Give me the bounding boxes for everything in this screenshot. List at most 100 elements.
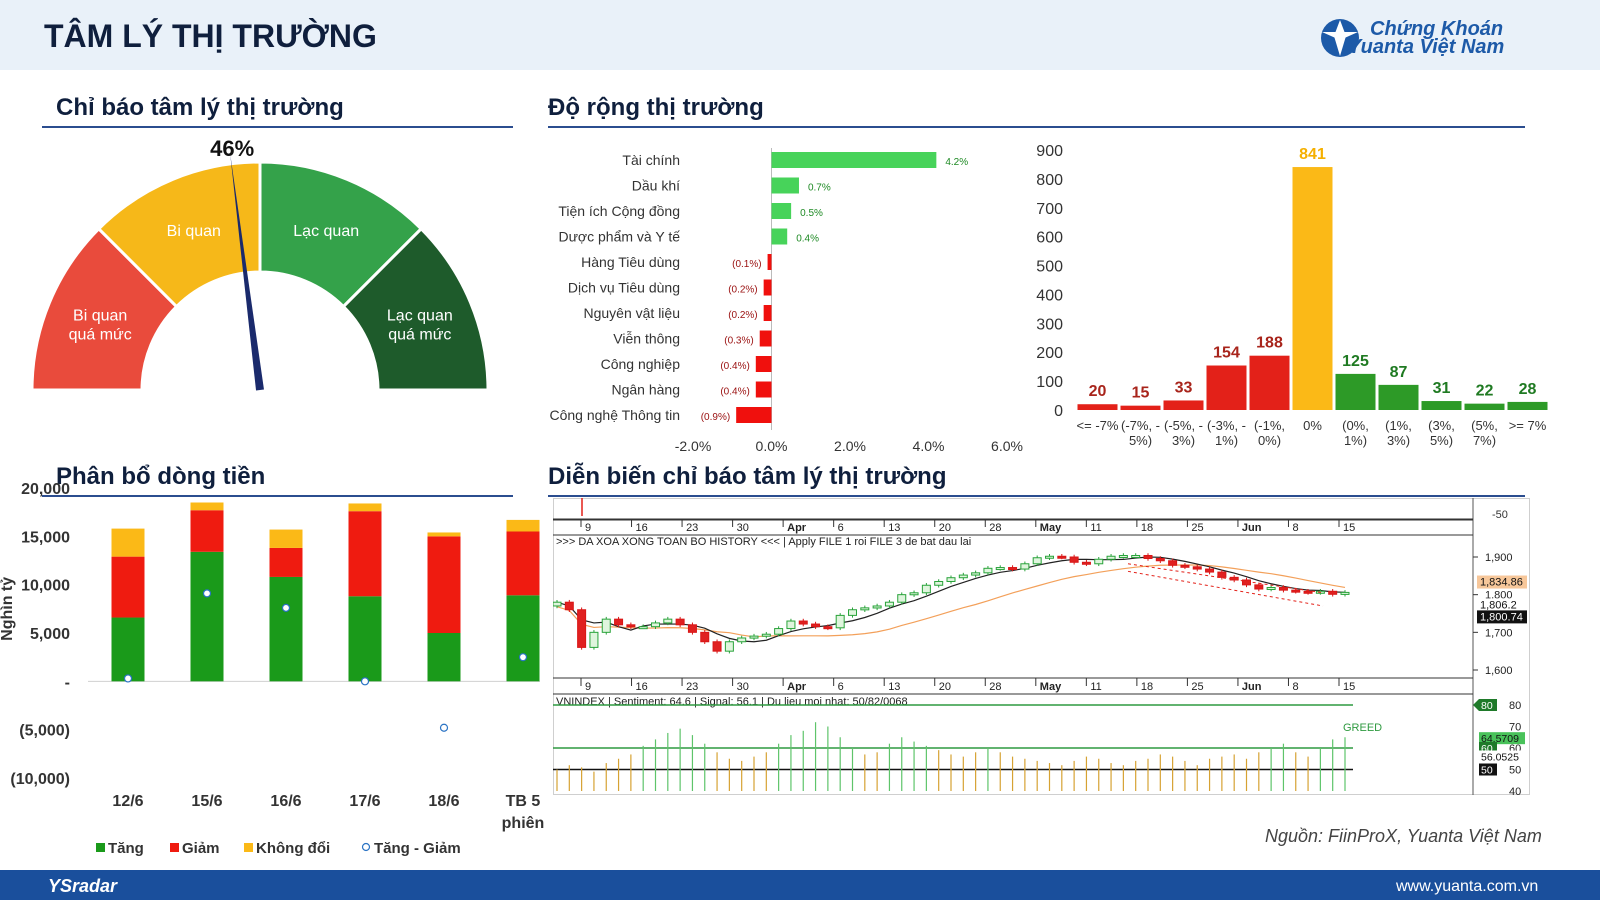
distribution-data-label: 22 [1476, 383, 1494, 400]
history-candle-body [1008, 567, 1018, 571]
distribution-y-tick: 400 [1036, 287, 1063, 304]
history-date-label-top: 9 [585, 522, 591, 534]
history-candle-body [1192, 566, 1202, 570]
history-candle-body [934, 580, 944, 586]
money-flow-category-label: 17/6 [349, 793, 380, 810]
sector-data-label: 0.5% [800, 208, 823, 219]
history-candle-body [700, 631, 710, 643]
history-candle-body [848, 609, 857, 616]
footer-bar [0, 870, 1600, 900]
gauge-segment-label: Lạc quan [293, 223, 359, 240]
distribution-data-label: 15 [1132, 385, 1150, 402]
money-flow-legend-label: Không đổi [256, 840, 330, 857]
history-date-label-bottom: 6 [838, 681, 844, 693]
history-candle-body [1340, 591, 1350, 595]
money-flow-y-tick: 10,000 [21, 578, 70, 595]
history-candle-body [897, 594, 907, 603]
distribution-data-label: 188 [1256, 335, 1283, 352]
sector-category-label: Ngân hàng [611, 382, 680, 398]
money-flow-bar-Giảm [348, 511, 382, 597]
sector-category-label: Tài chính [622, 152, 680, 168]
history-candle-body [1291, 589, 1301, 593]
distribution-data-label: 154 [1213, 345, 1240, 362]
history-date-label-bottom: 9 [585, 681, 591, 693]
history-candle-body [675, 618, 685, 626]
history-candle-body [921, 584, 931, 594]
sector-data-label: 4.2% [945, 157, 968, 168]
money-flow-bar-Không đổi [348, 503, 382, 512]
sector-bar [763, 305, 772, 321]
sector-data-label: (0.4%) [720, 361, 749, 372]
history-candle-body [835, 614, 845, 629]
history-date-label-bottom: 18 [1141, 681, 1153, 693]
money-flow-y-tick: 20,000 [21, 481, 70, 498]
money-flow-section-title: Phân bổ dòng tiền [56, 463, 266, 490]
history-candle-body [946, 577, 956, 582]
sector-data-label: (0.1%) [732, 259, 761, 270]
distribution-category-label: 5%) [1129, 433, 1152, 448]
history-candle-body [1254, 584, 1264, 590]
history-date-label-bottom: 13 [888, 681, 900, 693]
history-candle-body [1278, 587, 1288, 591]
sector-category-label: Nguyên vật liệu [583, 305, 680, 321]
logo-line-1: Chứng Khoán [1370, 18, 1504, 40]
money-flow-y-tick: 5,000 [30, 626, 70, 643]
history-greed-label: GREED [1343, 722, 1382, 734]
history-candle-body [1143, 554, 1153, 560]
sector-bar [771, 228, 788, 245]
history-candle-body [663, 618, 673, 624]
yuanta-logo-icon [1321, 19, 1359, 57]
money-flow-y-tick: (5,000) [19, 723, 70, 740]
history-candle-body [564, 601, 574, 611]
history-date-label-top: 30 [737, 522, 749, 534]
money-flow-bar-Không đổi [427, 532, 461, 537]
history-candle-body [823, 626, 833, 630]
distribution-category-label: (-3%, - [1207, 418, 1246, 433]
distribution-category-label: (0%, [1342, 418, 1369, 433]
breadth-section-title: Độ rộng thị trường [548, 94, 764, 121]
sector-data-label: (0.4%) [720, 387, 749, 398]
distribution-category-label: <= -7% [1077, 418, 1119, 433]
sentiment-history-section-underline [548, 495, 1525, 497]
distribution-y-tick: 300 [1036, 316, 1063, 333]
history-sentiment-tag [1479, 750, 1525, 763]
history-price-panel-label: >>> DA XOA XONG TOAN BO HISTORY <<< | Ap… [556, 536, 971, 548]
distribution-bar [1077, 404, 1118, 410]
history-candle-body [983, 567, 993, 574]
history-sentiment-tag-label: 50 [1481, 765, 1493, 777]
gauge-value-label: 46% [210, 136, 254, 161]
history-candle-body [1069, 556, 1079, 563]
gauge-segment-label: quá mức [388, 326, 451, 343]
history-date-label-bottom: May [1040, 681, 1062, 693]
history-candle-body [786, 620, 796, 630]
distribution-category-label: 1%) [1215, 433, 1238, 448]
history-candle-body [1180, 564, 1190, 568]
distribution-bar [1421, 401, 1462, 410]
history-date-label-top: 18 [1141, 522, 1153, 534]
sector-bar [771, 203, 792, 219]
sector-bar [736, 407, 772, 423]
distribution-category-label: 3%) [1387, 433, 1410, 448]
money-flow-net-point [123, 674, 133, 683]
sector-category-label: Tiện ích Cộng đồng [558, 203, 680, 219]
money-flow-y-tick: - [65, 674, 70, 691]
money-flow-bar-Giảm [111, 556, 145, 618]
history-candle-body [737, 637, 747, 643]
history-price-tag-label: 1,806.2 [1480, 599, 1517, 611]
gauge-section-underline [42, 126, 513, 128]
footer-url-link[interactable]: www.yuanta.com.vn [1396, 878, 1539, 895]
distribution-category-label: (-1%, [1254, 418, 1285, 433]
sentiment-history-chart: -50 9 16 23 30 Apr 6 13 20 28 May 11 18 25 Jun 8 15 >>> D… [553, 498, 1530, 795]
distribution-y-tick: 100 [1036, 374, 1063, 391]
history-candle-body [601, 618, 611, 633]
history-date-label-top: Jun [1242, 522, 1262, 534]
sector-data-label: (0.3%) [724, 336, 753, 347]
money-flow-category-label: TB 5 [506, 793, 541, 810]
distribution-y-tick: 900 [1036, 143, 1063, 160]
history-candle-body [1081, 561, 1091, 565]
history-price-axis-label: 1,700 [1485, 627, 1513, 639]
money-flow-bar-Tăng [348, 596, 382, 682]
history-price-tag-label: 1,800.74 [1480, 611, 1523, 623]
history-candle-body [577, 609, 587, 648]
gauge-section-title: Chỉ báo tâm lý thị trường [56, 94, 344, 121]
